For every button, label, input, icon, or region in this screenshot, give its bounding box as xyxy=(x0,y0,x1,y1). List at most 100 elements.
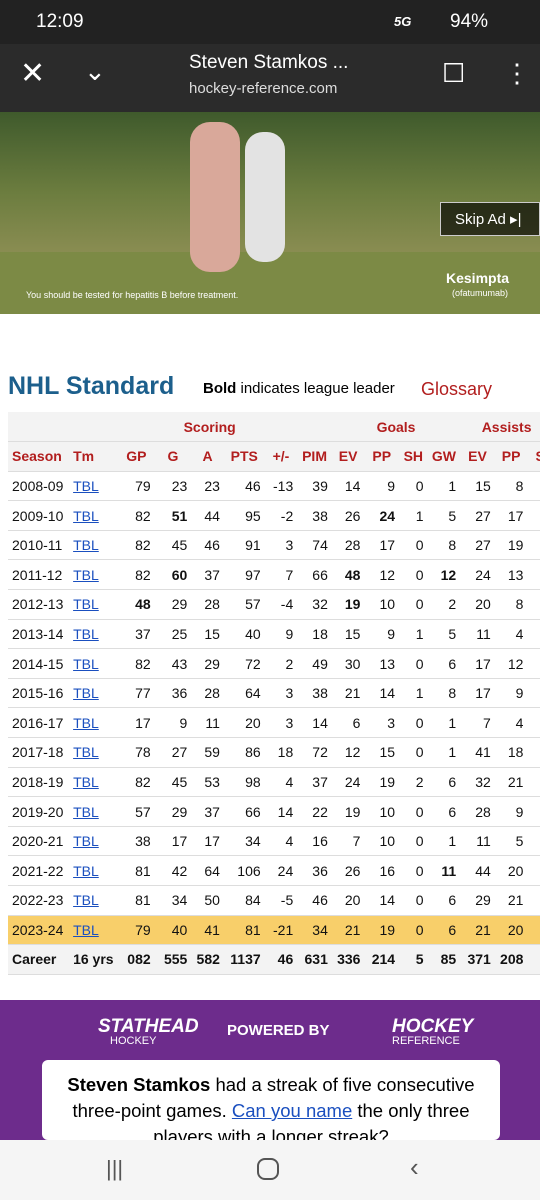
table-cell: 27 xyxy=(460,500,495,531)
table-cell: 66 xyxy=(297,559,332,591)
table-cell xyxy=(527,589,540,620)
group-header: Assists xyxy=(460,412,540,443)
table-cell: 2016-17 xyxy=(8,707,70,739)
recents-button[interactable]: ||| xyxy=(106,1156,124,1181)
glossary-link[interactable]: Glossary xyxy=(421,379,493,399)
table-cell: 82 xyxy=(117,500,155,531)
team-link[interactable]: TBL xyxy=(69,707,118,739)
table-cell: 2012-13 xyxy=(8,589,70,620)
column-header: G xyxy=(154,441,192,472)
table-cell: 17 xyxy=(494,500,528,531)
table-cell: 20 xyxy=(331,885,365,916)
bookmark-button[interactable]: ☐ xyxy=(442,58,466,88)
table-cell: 21 xyxy=(494,885,528,916)
team-link[interactable]: TBL xyxy=(69,915,118,946)
table-cell: 2021-22 xyxy=(8,855,70,886)
team-link[interactable]: TBL xyxy=(69,678,118,709)
table-cell: 24 xyxy=(460,559,495,591)
more-button[interactable]: ⋮ xyxy=(504,58,530,88)
status-bar: 12:09 5G 94% xyxy=(0,0,540,44)
team-link[interactable]: TBL xyxy=(69,559,118,591)
skip-ad-button[interactable]: Skip Ad ▸| xyxy=(440,202,540,236)
team-link[interactable]: TBL xyxy=(69,589,118,620)
table-cell: 0 xyxy=(399,737,428,768)
team-link[interactable]: TBL xyxy=(69,767,118,798)
table-cell: 72 xyxy=(223,648,265,679)
menu-button[interactable]: ⌄ xyxy=(84,56,106,86)
note: Bold indicates league leader xyxy=(203,380,395,397)
trivia-box: Steven Stamkos had a streak of five cons… xyxy=(42,1060,500,1140)
table-cell: 14 xyxy=(264,796,298,827)
table-cell: 46 xyxy=(264,944,298,975)
table-cell: 2018-19 xyxy=(8,767,70,798)
team-link[interactable]: TBL xyxy=(69,855,118,886)
table-cell: 60 xyxy=(154,559,192,591)
team-link[interactable]: TBL xyxy=(69,619,118,650)
group-header xyxy=(8,412,155,443)
table-cell: 25 xyxy=(154,619,192,650)
table-cell: 4 xyxy=(264,767,298,798)
table-cell: 30 xyxy=(331,648,365,679)
table-cell: 49 xyxy=(297,648,332,679)
hr-sub: REFERENCE xyxy=(392,1035,460,1047)
table-cell: 17 xyxy=(460,648,495,679)
back-button[interactable]: ‹ xyxy=(410,1152,419,1182)
table-cell: 8 xyxy=(427,530,461,561)
table-cell xyxy=(527,471,540,502)
table-cell: 5 xyxy=(427,500,461,531)
team-link[interactable]: TBL xyxy=(69,530,118,561)
home-button[interactable] xyxy=(257,1158,279,1180)
table-cell: 336 xyxy=(331,944,365,975)
table-cell: 72 xyxy=(297,737,332,768)
page-url: hockey-reference.com xyxy=(189,80,338,97)
table-cell: 15 xyxy=(191,619,224,650)
table-cell: 36 xyxy=(154,678,192,709)
table-cell: 9 xyxy=(264,619,298,650)
table-cell: 0 xyxy=(399,885,428,916)
table-cell: 20 xyxy=(460,589,495,620)
table-cell: 6 xyxy=(427,915,461,946)
table-cell: 631 xyxy=(297,944,332,975)
table-cell: 15 xyxy=(364,737,400,768)
table-cell: 22 xyxy=(297,796,332,827)
team-link[interactable]: TBL xyxy=(69,737,118,768)
table-cell: 24 xyxy=(364,500,400,531)
table-cell: 34 xyxy=(154,885,192,916)
table-cell: 28 xyxy=(191,678,224,709)
stathead-logo: STATHEAD xyxy=(98,1016,199,1037)
table-cell: 2011-12 xyxy=(8,559,70,591)
table-cell xyxy=(527,559,540,591)
table-cell: 40 xyxy=(223,619,265,650)
team-link[interactable]: TBL xyxy=(69,826,118,857)
stats-table-wrap: Scoring Goals Assists Season Tm GP G A PTS +/- PIM… xyxy=(8,412,540,976)
table-cell: 59 xyxy=(191,737,224,768)
table-cell: 57 xyxy=(117,796,155,827)
table-row: 2021-22 TBL 81 42 64 106 24 36 26 16 0 11 44 20 xyxy=(8,855,540,886)
table-cell xyxy=(527,796,540,827)
close-button[interactable]: ✕ xyxy=(20,57,46,90)
table-cell: 2010-11 xyxy=(8,530,70,561)
table-row: 2023-24 TBL 79 40 41 81 -21 34 21 19 0 6 21 20 xyxy=(8,915,540,946)
table-cell: 81 xyxy=(117,885,155,916)
team-link[interactable]: TBL xyxy=(69,648,118,679)
table-cell: 42 xyxy=(154,855,192,886)
table-cell: 0 xyxy=(399,589,428,620)
team-link[interactable]: TBL xyxy=(69,471,118,502)
video-ad[interactable]: Skip Ad ▸| You should be tested for hepa… xyxy=(0,112,540,314)
trivia-link[interactable]: Can you name xyxy=(231,1100,353,1121)
hr-logo: HOCKEY xyxy=(392,1016,474,1037)
table-cell: 82 xyxy=(117,648,155,679)
table-cell: 26 xyxy=(331,500,365,531)
team-link[interactable]: TBL xyxy=(69,885,118,916)
table-cell: 17 xyxy=(460,678,495,709)
player-name: Steven Stamkos xyxy=(67,1074,211,1095)
table-cell: 9 xyxy=(494,796,528,827)
table-cell: 97 xyxy=(223,559,265,591)
table-cell: -5 xyxy=(264,885,298,916)
table-cell: 2023-24 xyxy=(8,915,70,946)
team-link[interactable]: TBL xyxy=(69,796,118,827)
team-link[interactable]: TBL xyxy=(69,500,118,531)
table-cell: 7 xyxy=(331,826,365,857)
table-cell: -21 xyxy=(264,915,298,946)
table-cell: 77 xyxy=(117,678,155,709)
